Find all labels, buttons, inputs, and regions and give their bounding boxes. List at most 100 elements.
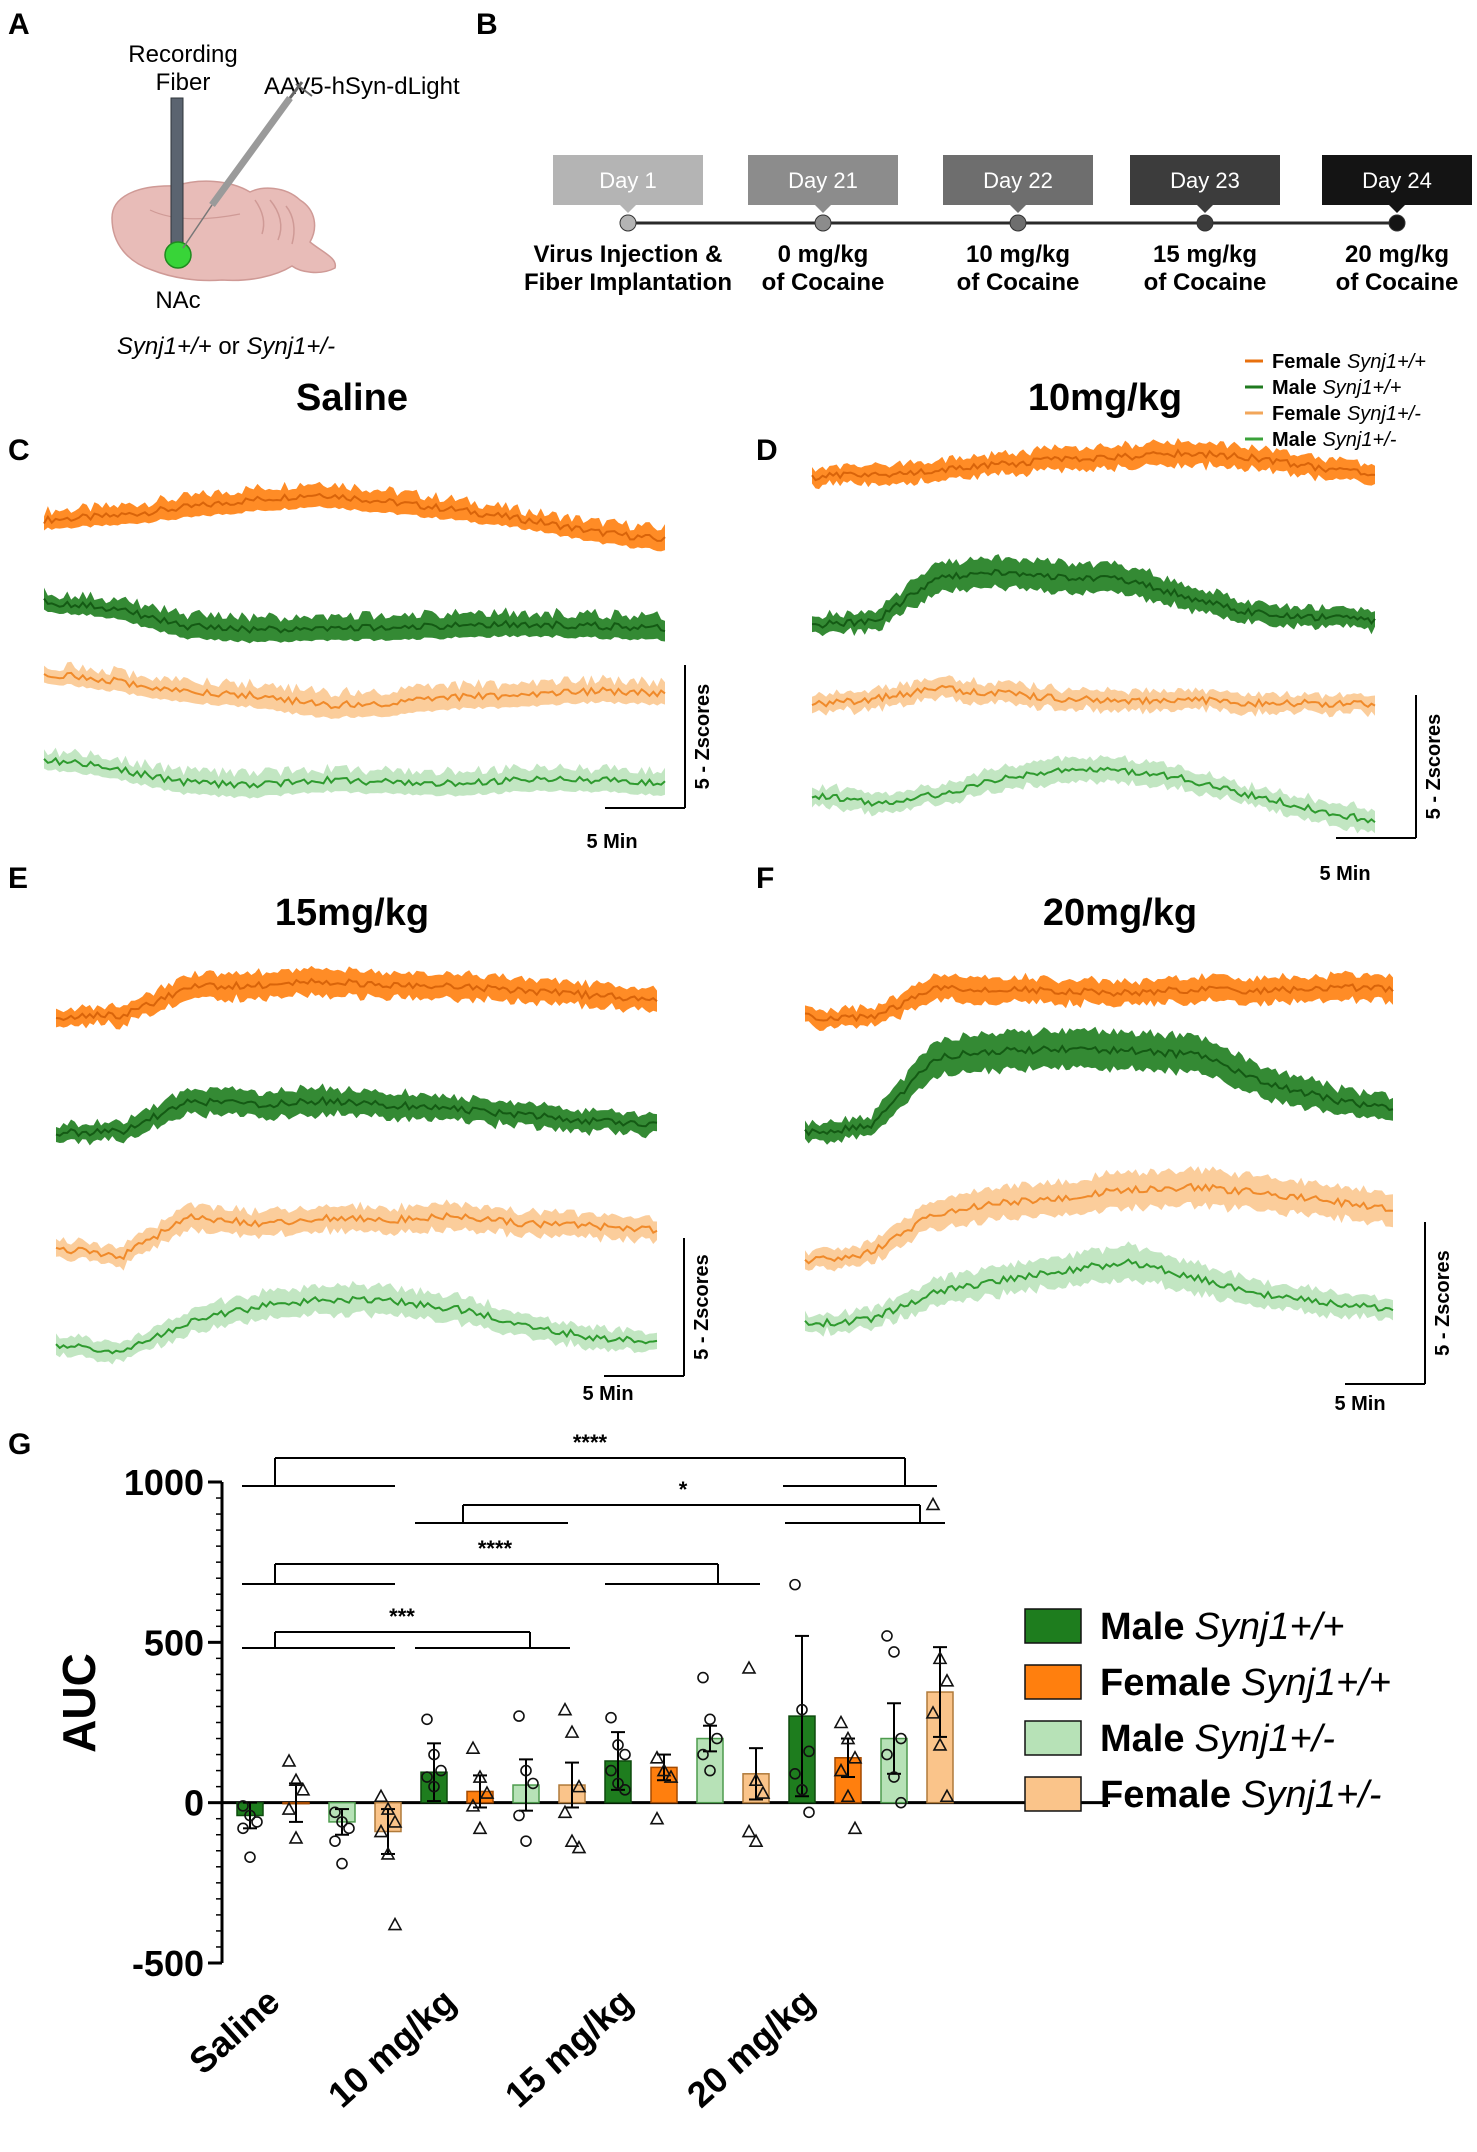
x-category-label: 15 mg/kg — [497, 1980, 640, 2115]
trace-sem-band — [805, 1026, 1393, 1145]
mouse-brain-illustration — [111, 180, 337, 282]
trace-sem-band — [56, 1199, 657, 1271]
trace-panel-d: D 10mg/kg 5 - Zscores 5 Min — [756, 377, 1445, 885]
data-point-triangle — [564, 1833, 580, 1847]
data-point-triangle — [387, 1814, 403, 1828]
trace-mean-line — [43, 598, 666, 634]
panel-letter-g: G — [8, 1428, 31, 1461]
trace-mean-line — [43, 492, 666, 542]
timeline-day-pointer — [1389, 205, 1405, 213]
data-point-triangle — [557, 1702, 573, 1716]
trace-sem-band — [44, 587, 665, 644]
data-point-circle — [329, 1835, 341, 1847]
data-point-circle — [881, 1630, 893, 1642]
timeline-dose-line1: 10 mg/kg — [966, 241, 1070, 268]
data-point-circle — [697, 1748, 709, 1761]
data-point-circle — [605, 1764, 617, 1777]
timeline-day-pointer — [620, 205, 636, 213]
auc-x-labels: Saline 10 mg/kg 15 mg/kg 20 mg/kg — [181, 1980, 822, 2115]
timeline-dose-line2: of Cocaine — [1144, 269, 1267, 296]
timeline-day-pointer — [815, 205, 831, 213]
data-point-triangle — [472, 1769, 488, 1783]
data-point-circle — [251, 1816, 263, 1828]
x-category-label: 10 mg/kg — [320, 1980, 463, 2115]
timeline-day-box — [943, 155, 1093, 205]
timeline-dose-line1: 20 mg/kg — [1345, 241, 1449, 268]
trace-sem-band — [56, 1280, 657, 1365]
data-point-triangle — [649, 1811, 665, 1825]
panel-letter-d: D — [756, 434, 778, 467]
trace-legend-sex: Female — [1272, 351, 1341, 373]
trace-mean-line — [804, 1258, 1394, 1328]
data-point-triangle — [847, 1820, 863, 1835]
trace-sem-band — [56, 965, 657, 1030]
data-point-triangle — [380, 1846, 396, 1860]
data-point-triangle — [465, 1798, 481, 1812]
auc-legend-entry: Male Synj1+/- — [1100, 1718, 1335, 1760]
timeline-marker — [814, 214, 832, 232]
data-point-circle — [619, 1748, 631, 1761]
auc-legend-sex: Male — [1100, 1718, 1184, 1760]
data-point-triangle — [748, 1772, 764, 1787]
trace-sem-band — [44, 747, 665, 799]
data-point-triangle — [925, 1496, 941, 1511]
data-point-triangle — [748, 1833, 764, 1847]
data-point-triangle — [288, 1830, 304, 1844]
genotype-caption-het: Synj1+/- — [246, 333, 335, 360]
data-point-circle — [612, 1777, 624, 1790]
scale-bar-time-label: 5 Min — [582, 1383, 633, 1405]
data-point-triangle — [373, 1823, 389, 1838]
data-point-triangle — [741, 1660, 757, 1674]
y-tick-label: 0 — [184, 1783, 204, 1824]
data-point-triangle — [479, 1785, 495, 1799]
y-tick-label: -500 — [132, 1943, 204, 1984]
y-tick-label: 1000 — [124, 1462, 204, 1503]
timeline-day-box — [1130, 155, 1280, 205]
data-point-circle — [796, 1703, 808, 1716]
trace-panel-title: 15mg/kg — [275, 892, 429, 934]
data-point-triangle — [557, 1804, 573, 1819]
timeline-marker — [1196, 214, 1214, 232]
timeline-marker — [1009, 214, 1027, 232]
trace-legend-genotype: Synj1+/+ — [1347, 351, 1426, 373]
trace-legend-sex: Female — [1272, 403, 1341, 425]
auc-bar — [834, 1757, 862, 1804]
x-category-label: 20 mg/kg — [679, 1980, 822, 2115]
trace-mean-line — [811, 568, 1376, 629]
trace-mean-line — [804, 983, 1394, 1023]
trace-sem-band — [44, 481, 665, 552]
panel-b: B Day 1 Virus Injection &Fiber Implantati… — [476, 8, 1472, 296]
trace-sem-band — [805, 1241, 1393, 1337]
trace-mean-line — [804, 1182, 1394, 1265]
scale-bar-zscore-label: 5 - Zscores — [691, 1254, 713, 1360]
scale-bar-zscore-label: 5 - Zscores — [1432, 1250, 1454, 1356]
timeline-dose-line1: Virus Injection & — [534, 241, 723, 268]
genotype-caption-wt: Synj1+/+ — [117, 333, 212, 360]
data-point-circle — [520, 1764, 532, 1777]
data-point-triangle — [932, 1737, 948, 1751]
data-point-circle — [513, 1710, 525, 1722]
data-point-circle — [421, 1713, 433, 1726]
scale-bar-time-label: 5 Min — [1319, 863, 1370, 885]
auc-legend: Male Synj1+/+Female Synj1+/+Male Synj1+/-Fe… — [1024, 1606, 1391, 1816]
timeline-dose-line2: of Cocaine — [762, 269, 885, 296]
data-point-circle — [895, 1732, 907, 1745]
auc-legend-genotype: Synj1+/+ — [1241, 1662, 1391, 1704]
recording-fiber-label-line1: Recording — [128, 41, 237, 68]
significance-brackets: ************ — [242, 1430, 945, 1649]
trace-panel-title: 20mg/kg — [1043, 892, 1197, 934]
panel-letter-a: A — [8, 8, 30, 41]
scale-bar-time-label: 5 Min — [1334, 1393, 1385, 1415]
trace-mean-line — [55, 1295, 658, 1355]
auc-legend-genotype: Synj1+/+ — [1194, 1606, 1344, 1648]
data-point-circle — [421, 1771, 433, 1783]
data-point-circle — [428, 1780, 440, 1793]
significance-label: **** — [573, 1430, 608, 1455]
trace-legend-entry: Female Synj1+/- — [1272, 403, 1421, 425]
data-point-circle — [789, 1768, 801, 1780]
data-point-circle — [888, 1771, 900, 1783]
data-point-triangle — [663, 1769, 679, 1783]
trace-mean-line — [55, 1095, 658, 1138]
